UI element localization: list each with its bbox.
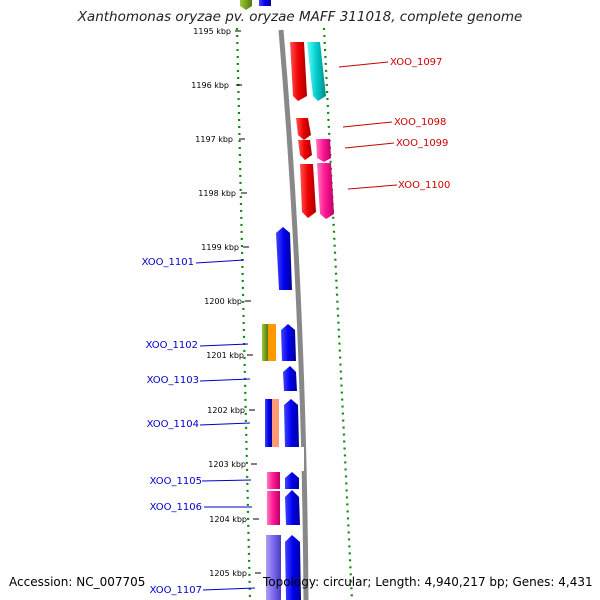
track-gap (262, 447, 304, 471)
leader-line (199, 422, 251, 426)
forward-labels: XOO_1097 XOO_1098 XOO_1099 XOO_1100 (390, 57, 450, 191)
accession-text: Accession: NC_007705 (9, 575, 146, 589)
gene-label-xoo-1104[interactable]: XOO_1104 (147, 419, 199, 430)
gene-label-xoo-1097[interactable]: XOO_1097 (390, 57, 442, 68)
gene-arrow-xoo-1097a (290, 42, 307, 101)
gene-arrow (259, 0, 271, 6)
gene-label-xoo-1102[interactable]: XOO_1102 (146, 340, 198, 351)
tick-label: 1205 kbp (209, 569, 247, 578)
forward-leaders (338, 61, 398, 190)
tick-label: 1201 kbp (206, 351, 244, 360)
gene-arrow-xoo-1098 (296, 118, 311, 140)
gene-arrow-xoo-1102 (281, 324, 296, 361)
gene-arrow-xoo-1104b (272, 399, 279, 447)
tick-label: 1198 kbp (198, 189, 236, 198)
leader-line (342, 121, 393, 128)
leader-line (199, 378, 251, 382)
gene-arrow-xoo-1105b (285, 472, 299, 489)
leader-line (201, 479, 252, 482)
gene-label-xoo-1101[interactable]: XOO_1101 (142, 257, 194, 268)
tick-label: 1196 kbp (191, 81, 229, 90)
gene-arrow-xoo-1097b (307, 42, 326, 101)
gene-arrow (240, 0, 252, 10)
gc-skew-track-left (235, 27, 252, 600)
gene-arrow-xoo-1101 (276, 227, 292, 290)
gene-arrow-orange (268, 324, 276, 361)
gene-arrow-xoo-1100a (300, 164, 316, 218)
gene-label-xoo-1105[interactable]: XOO_1105 (150, 476, 202, 487)
gene-arrow-xoo-1107 (266, 535, 281, 600)
map-title: Xanthomonas oryzae pv. oryzae MAFF 31101… (77, 9, 523, 25)
topology-text: Topology: circular; Length: 4,940,217 bp… (263, 575, 593, 589)
genome-backbone (278, 29, 309, 600)
tick-label: 1203 kbp (208, 460, 246, 469)
gene-arrow-xoo-1100b (317, 163, 334, 219)
reverse-labels: XOO_1101 XOO_1102 XOO_1103 XOO_1104 XOO_… (142, 257, 202, 596)
leader-line (338, 61, 389, 68)
leader-line (347, 184, 398, 190)
kbp-ruler (235, 30, 261, 574)
gene-label-xoo-1103[interactable]: XOO_1103 (147, 375, 199, 386)
gene-label-xoo-1106[interactable]: XOO_1106 (150, 502, 202, 513)
tick-label: 1200 kbp (204, 297, 242, 306)
tick-label: 1204 kbp (209, 515, 247, 524)
gene-arrow-xoo-1103 (283, 366, 297, 391)
gene-arrow-xoo-1099 (316, 139, 331, 162)
gene-label-xoo-1107[interactable]: XOO_1107 (150, 585, 202, 596)
tick-label: 1197 kbp (195, 135, 233, 144)
gc-skew-track-right (322, 27, 354, 600)
gene-arrow-green (262, 324, 268, 361)
leader-line (199, 343, 249, 347)
leader-line (195, 259, 245, 264)
gene-label-xoo-1099[interactable]: XOO_1099 (396, 138, 448, 149)
kbp-labels: 1195 kbp 1196 kbp 1197 kbp 1198 kbp 1199… (191, 27, 247, 578)
gene-label-xoo-1098[interactable]: XOO_1098 (394, 117, 446, 128)
tick-label: 1195 kbp (193, 27, 231, 36)
gene-arrow-xoo-1104a (265, 399, 272, 447)
gene-arrow-xoo-1098b (298, 140, 312, 160)
gene-label-xoo-1100[interactable]: XOO_1100 (398, 180, 450, 191)
reverse-leaders (195, 259, 256, 591)
gene-arrow-xoo-1106b (285, 490, 300, 525)
leader-line (202, 587, 256, 591)
gene-arrow-xoo-1106 (267, 491, 280, 525)
leader-line (344, 142, 395, 149)
gene-arrow-xoo-1104c (284, 399, 299, 447)
tick-label: 1199 kbp (201, 243, 239, 252)
gene-arrow-xoo-1105 (267, 472, 280, 489)
tick-label: 1202 kbp (207, 406, 245, 415)
gene-arrow-xoo-1107b (285, 535, 301, 600)
